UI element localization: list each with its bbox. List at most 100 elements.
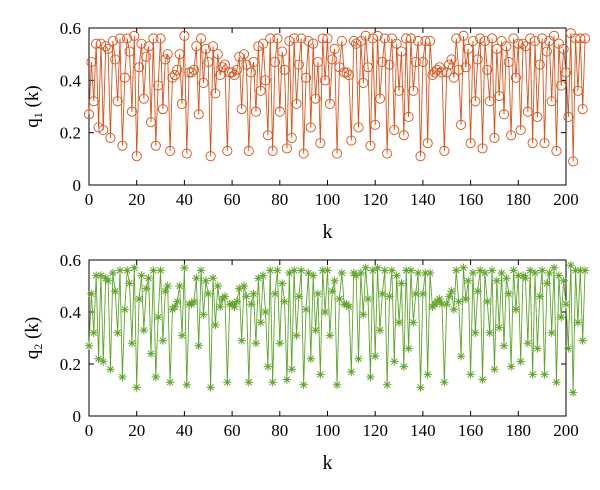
data-point xyxy=(204,289,213,298)
data-point xyxy=(572,85,583,96)
data-point xyxy=(542,279,552,288)
x-tick-label: 0 xyxy=(85,421,94,440)
data-point xyxy=(300,72,312,83)
data-point xyxy=(526,266,535,275)
data-point xyxy=(275,339,284,348)
data-point xyxy=(134,62,145,73)
data-point xyxy=(88,96,99,107)
data-point xyxy=(173,297,182,306)
data-point xyxy=(103,276,113,285)
data-point xyxy=(449,305,459,314)
data-point xyxy=(174,49,185,60)
y-tick-label: 0 xyxy=(73,176,82,195)
data-point xyxy=(540,370,549,379)
data-point xyxy=(230,302,239,311)
data-point xyxy=(258,38,269,49)
data-point xyxy=(118,372,127,382)
data-point xyxy=(212,49,223,60)
data-point xyxy=(506,130,517,141)
data-point xyxy=(111,287,120,296)
data-point xyxy=(149,266,158,275)
data-point xyxy=(122,33,133,44)
data-point xyxy=(358,77,369,88)
data-point xyxy=(279,64,290,75)
data-point xyxy=(169,70,180,81)
data-point xyxy=(460,62,471,73)
data-point xyxy=(387,266,397,275)
series-line xyxy=(88,265,586,393)
data-point xyxy=(322,33,333,44)
data-point xyxy=(277,279,287,288)
x-tick-label: 180 xyxy=(506,421,532,440)
data-point xyxy=(456,119,467,130)
data-point xyxy=(374,93,386,104)
data-point xyxy=(305,122,316,133)
data-point xyxy=(413,36,424,47)
data-point xyxy=(532,111,543,123)
data-point xyxy=(208,274,218,283)
data-point xyxy=(301,305,311,314)
data-point xyxy=(330,276,339,285)
data-point xyxy=(138,93,149,104)
data-point xyxy=(475,33,486,44)
y-tick-label: 0.2 xyxy=(60,124,81,143)
data-point xyxy=(534,59,545,70)
data-point xyxy=(311,326,320,335)
data-point xyxy=(198,77,209,88)
x-tick-label: 160 xyxy=(458,190,484,209)
data-point xyxy=(482,64,493,75)
data-point xyxy=(417,56,428,68)
data-point xyxy=(463,43,474,54)
data-point xyxy=(141,51,152,62)
data-point xyxy=(511,305,521,314)
data-point xyxy=(122,266,132,275)
data-point xyxy=(420,36,431,47)
data-point xyxy=(86,56,97,68)
q1-panel: 0 20 40 60 80 100 120 140 160 180 200 0 0.2 0.4 0.6 k q1… xyxy=(22,19,591,243)
data-point xyxy=(94,354,103,363)
data-point xyxy=(568,388,578,397)
data-point xyxy=(408,85,419,96)
data-point xyxy=(365,140,376,151)
x-axis-label: k xyxy=(323,452,333,474)
x-tick-label: 140 xyxy=(410,190,436,209)
data-point xyxy=(241,59,252,70)
data-point xyxy=(253,41,264,52)
data-point xyxy=(441,67,452,78)
data-point xyxy=(501,41,512,52)
data-point xyxy=(235,284,244,293)
data-point xyxy=(191,41,202,52)
data-point xyxy=(356,268,366,278)
data-point xyxy=(513,38,524,49)
data-point xyxy=(280,297,289,306)
data-point xyxy=(99,357,108,366)
data-point xyxy=(577,104,588,115)
data-point xyxy=(232,297,242,306)
data-point xyxy=(189,297,199,306)
data-point xyxy=(181,148,192,159)
data-point xyxy=(373,263,382,272)
data-point xyxy=(472,54,483,65)
data-point xyxy=(359,310,368,319)
data-point xyxy=(211,320,220,330)
data-point xyxy=(188,64,199,75)
data-point xyxy=(206,383,215,392)
data-point xyxy=(576,266,585,275)
data-point xyxy=(546,96,557,107)
data-point xyxy=(167,72,178,83)
data-point xyxy=(285,268,294,278)
data-point xyxy=(464,276,473,285)
data-point xyxy=(201,276,211,285)
data-point xyxy=(380,266,389,275)
data-point xyxy=(403,111,414,123)
data-point xyxy=(126,106,137,117)
data-point xyxy=(234,51,245,62)
data-point xyxy=(224,67,235,78)
data-point xyxy=(425,36,436,47)
data-point xyxy=(470,96,481,107)
data-point xyxy=(320,307,330,317)
data-point xyxy=(105,132,116,143)
data-point xyxy=(459,263,468,272)
data-point xyxy=(518,38,529,49)
data-point xyxy=(442,300,451,309)
